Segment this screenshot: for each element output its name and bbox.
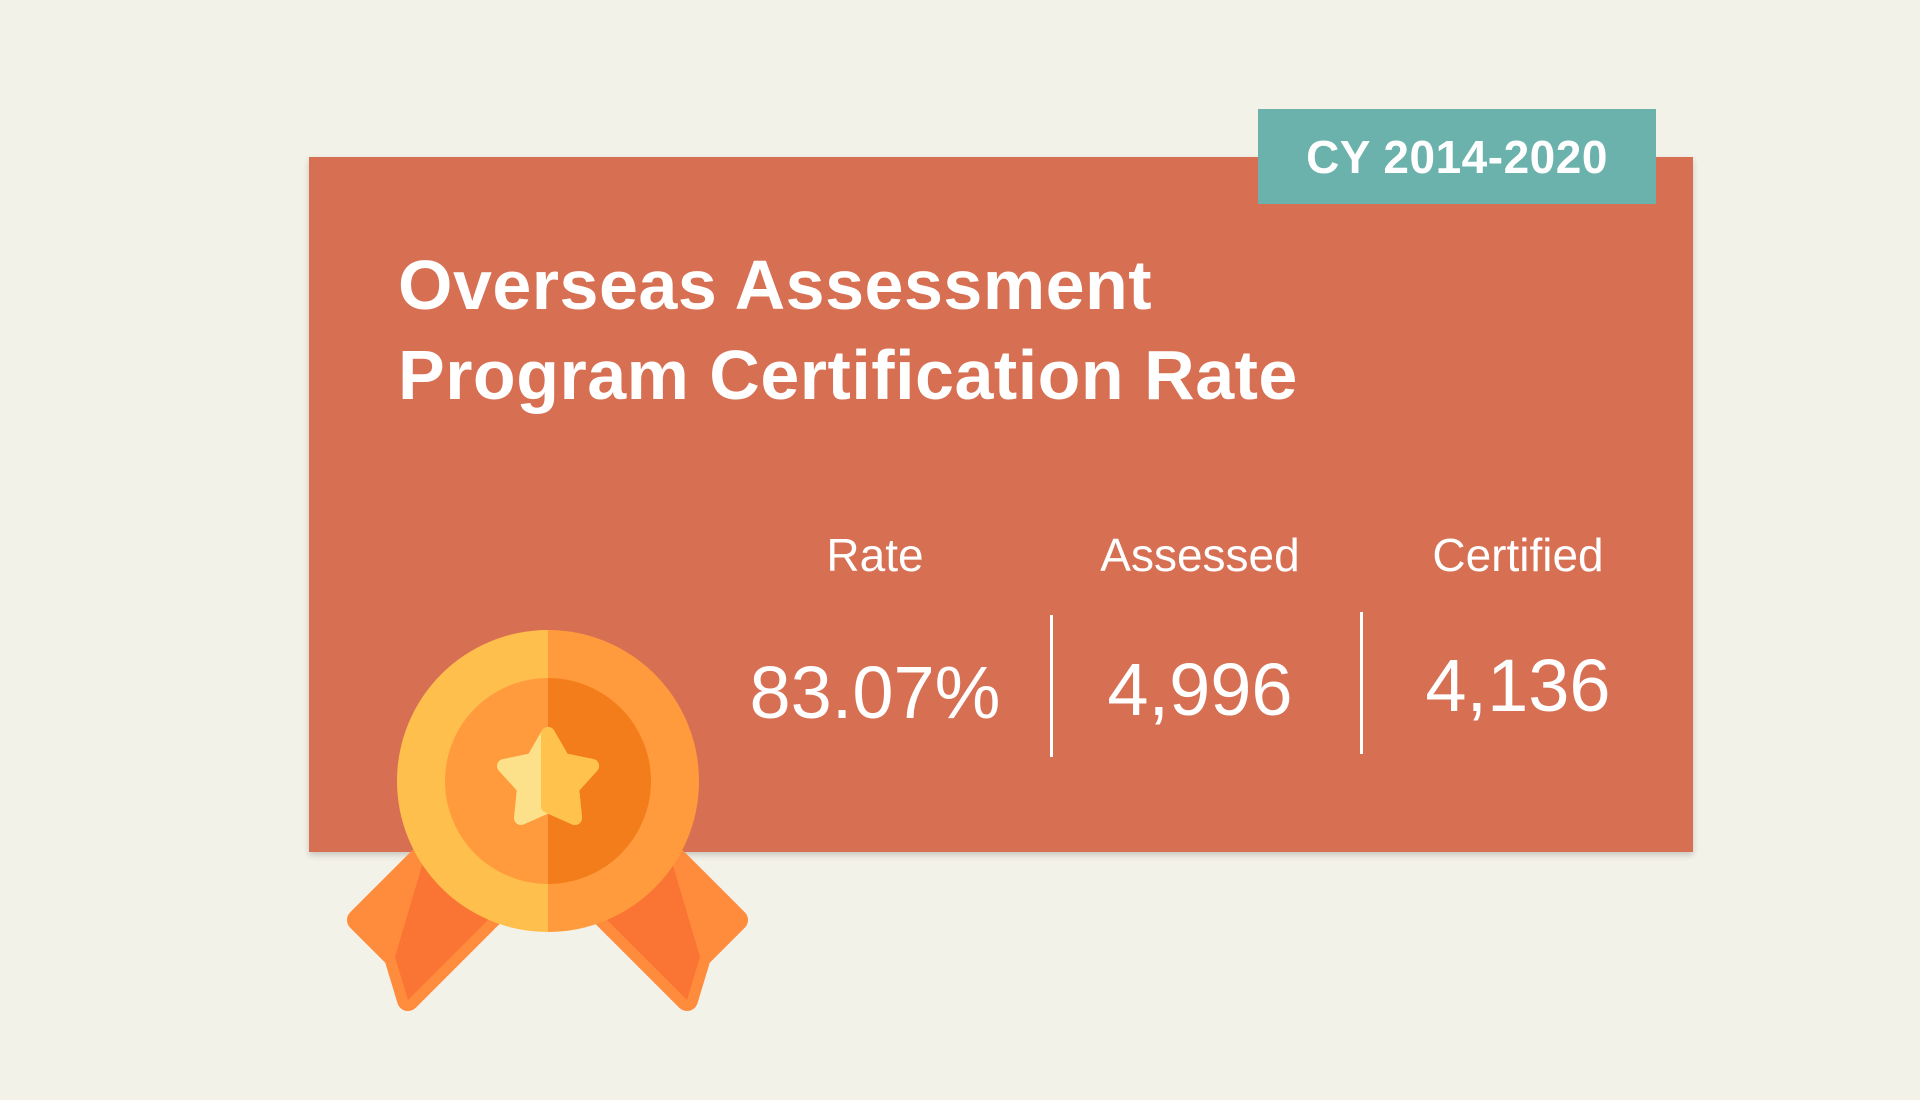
award-medal-icon xyxy=(347,630,748,1011)
star-icon xyxy=(497,727,599,825)
stat-rate: Rate 83.07% xyxy=(725,525,1025,738)
page-title: Overseas Assessment Program Certificatio… xyxy=(398,240,1298,420)
period-badge: CY 2014-2020 xyxy=(1258,109,1656,204)
stat-assessed-label: Assessed xyxy=(1100,529,1300,581)
stat-certified-label: Certified xyxy=(1432,529,1604,581)
title-line-2: Program Certification Rate xyxy=(398,336,1298,414)
stat-rate-value: 83.07% xyxy=(749,651,1001,734)
stat-assessed-value: 4,996 xyxy=(1107,648,1293,731)
stat-certified-value: 4,136 xyxy=(1425,644,1611,727)
stat-divider xyxy=(1050,615,1053,757)
title-line-1: Overseas Assessment xyxy=(398,246,1153,324)
stat-divider xyxy=(1360,612,1363,754)
stat-certified: Certified 4,136 xyxy=(1368,525,1668,731)
stat-assessed: Assessed 4,996 xyxy=(1050,525,1350,735)
stat-rate-label: Rate xyxy=(826,529,924,581)
